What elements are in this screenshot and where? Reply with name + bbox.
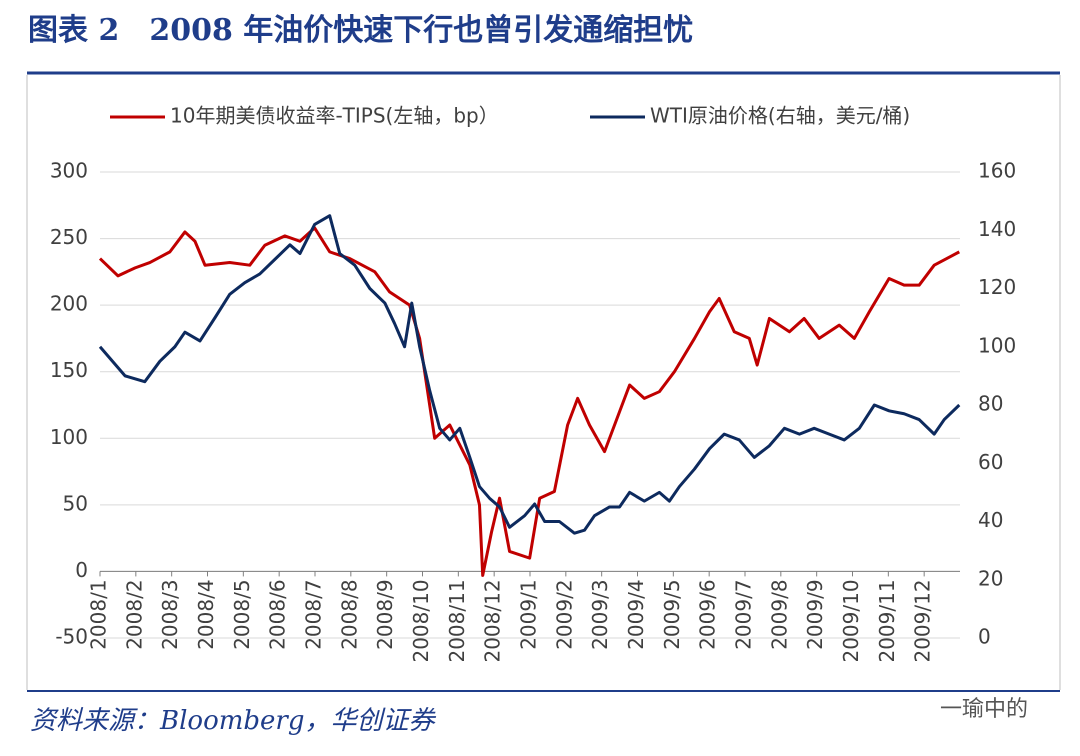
x-tick-label: 2009/11 bbox=[875, 579, 899, 662]
x-tick-label: 2009/4 bbox=[624, 579, 648, 649]
y2-tick-label: 40 bbox=[978, 508, 1003, 532]
x-tick-label: 2009/1 bbox=[517, 579, 541, 649]
chart-title: 图表 2 2008 年油价快速下行也曾引发通缩担忧 bbox=[28, 13, 693, 48]
y2-tick-label: 120 bbox=[978, 275, 1016, 299]
x-tick-label: 2008/7 bbox=[302, 579, 326, 649]
y2-tick-label: 20 bbox=[978, 566, 1003, 590]
series-line bbox=[98, 214, 961, 535]
x-tick-label: 2009/9 bbox=[803, 579, 827, 649]
x-tick-label: 2009/7 bbox=[732, 579, 756, 649]
x-tick-label: 2008/9 bbox=[373, 579, 397, 649]
series-line bbox=[98, 226, 960, 577]
y2-tick-label: 0 bbox=[978, 625, 991, 649]
legend-label: WTI原油价格(右轴，美元/桶) bbox=[650, 104, 910, 128]
y2-tick-label: 160 bbox=[978, 159, 1016, 183]
y2-tick-label: 80 bbox=[978, 392, 1003, 416]
x-tick-label: 2008/3 bbox=[158, 579, 182, 649]
y-tick-label: 200 bbox=[50, 292, 88, 316]
y2-tick-label: 100 bbox=[978, 333, 1016, 357]
x-tick-label: 2008/1 bbox=[87, 579, 111, 649]
x-tick-label: 2008/12 bbox=[481, 579, 505, 662]
watermark: 一瑜中的 bbox=[940, 697, 1028, 722]
x-tick-label: 2009/2 bbox=[552, 579, 576, 649]
x-tick-label: 2008/8 bbox=[337, 579, 361, 649]
y-tick-label: 150 bbox=[50, 358, 88, 382]
legend-label: 10年期美债收益率-TIPS(左轴，bp） bbox=[170, 104, 499, 128]
x-tick-label: 2009/3 bbox=[588, 579, 612, 649]
y-tick-label: 50 bbox=[63, 491, 88, 515]
y-tick-label: 0 bbox=[75, 558, 88, 582]
y-tick-label: 300 bbox=[50, 159, 88, 183]
source: 资料来源：Bloomberg，华创证券 bbox=[30, 706, 436, 736]
x-tick-label: 2009/6 bbox=[696, 579, 720, 649]
x-tick-label: 2008/6 bbox=[266, 579, 290, 649]
y2-tick-label: 60 bbox=[978, 450, 1003, 474]
x-tick-label: 2009/10 bbox=[839, 579, 863, 662]
x-tick-label: 2009/8 bbox=[767, 579, 791, 649]
x-tick-label: 2009/5 bbox=[660, 579, 684, 649]
x-tick-label: 2009/12 bbox=[911, 579, 935, 662]
y2-tick-label: 140 bbox=[978, 217, 1016, 241]
x-tick-label: 2008/10 bbox=[409, 579, 433, 662]
x-tick-label: 2008/5 bbox=[230, 579, 254, 649]
y-tick-label: 100 bbox=[50, 425, 88, 449]
y-tick-label: -50 bbox=[55, 625, 88, 649]
x-tick-label: 2008/4 bbox=[194, 579, 218, 649]
x-tick-label: 2008/11 bbox=[445, 579, 469, 662]
y-tick-label: 250 bbox=[50, 225, 88, 249]
x-tick-label: 2008/2 bbox=[122, 579, 146, 649]
